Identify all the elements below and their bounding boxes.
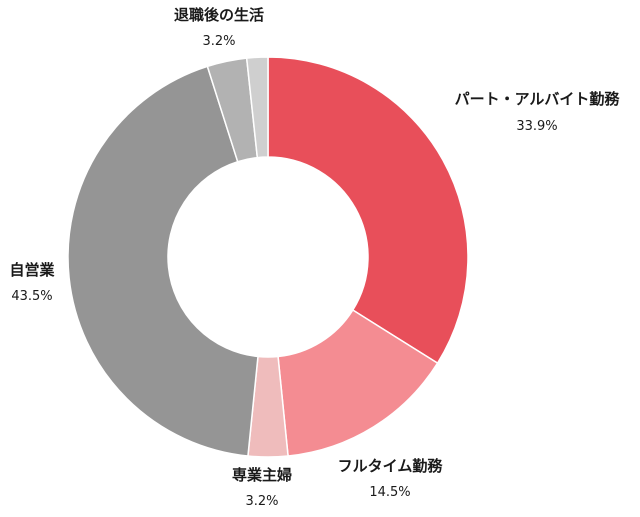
value-full-time: 14.5% bbox=[369, 485, 410, 500]
label-self-employed: 自営業 bbox=[9, 261, 55, 279]
slice-self-employed bbox=[67, 65, 259, 457]
slice-other bbox=[245, 56, 269, 159]
slice-labels: パート・アルバイト勤務 33.9% フルタイム勤務 14.5% 専業主婦 3.2… bbox=[9, 6, 620, 509]
value-self-employed: 43.5% bbox=[11, 289, 52, 304]
slice-full-time bbox=[277, 309, 439, 457]
label-housewife: 専業主婦 bbox=[232, 466, 292, 484]
label-retired: 退職後の生活 bbox=[174, 6, 264, 24]
value-part-time: 33.9% bbox=[516, 119, 557, 134]
label-full-time: フルタイム勤務 bbox=[338, 457, 444, 475]
label-part-time: パート・アルバイト勤務 bbox=[455, 90, 621, 108]
donut-slices bbox=[67, 56, 469, 458]
slice-part-time bbox=[267, 56, 469, 365]
value-retired: 3.2% bbox=[202, 34, 235, 49]
value-housewife: 3.2% bbox=[245, 494, 278, 509]
